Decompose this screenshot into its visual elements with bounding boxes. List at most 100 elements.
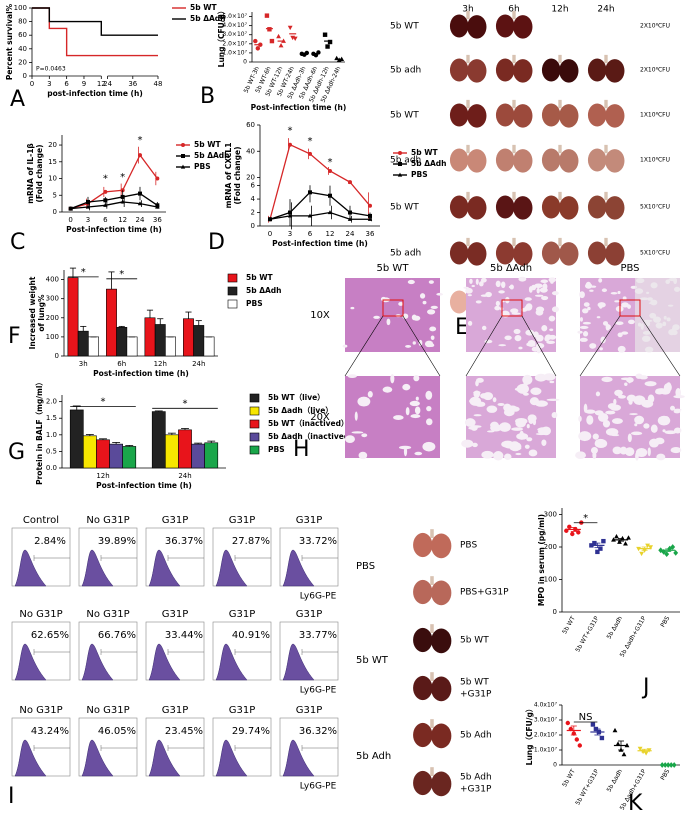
- alveolus: [610, 292, 618, 295]
- row-label: 10X: [310, 310, 330, 321]
- alveolus: [582, 308, 589, 314]
- alveolus: [344, 435, 355, 443]
- x-tick-label: 12h: [96, 472, 109, 480]
- marker: [138, 191, 142, 196]
- y-tick-label: 2.0x10⁷: [534, 732, 558, 739]
- y-tick-label: 1.0: [46, 431, 57, 439]
- alveolus: [492, 397, 497, 403]
- alveolus: [584, 409, 596, 414]
- alveolus: [644, 381, 657, 387]
- bar: [151, 411, 166, 469]
- y-axis-title: (Fold change): [233, 146, 242, 204]
- marker: [617, 539, 622, 544]
- x-tick-label: 6: [308, 230, 313, 238]
- lung-photo: [541, 144, 579, 173]
- alveolus: [497, 402, 505, 406]
- alveolus: [390, 374, 395, 384]
- alveolus: [551, 306, 559, 313]
- alveolus: [430, 335, 435, 341]
- marker: [615, 741, 621, 746]
- alveolus: [414, 451, 423, 456]
- row-label: 5b adh: [390, 249, 421, 259]
- alveolus: [628, 319, 635, 325]
- alveolus: [663, 383, 672, 392]
- marker: [398, 151, 402, 155]
- alveolus: [526, 437, 533, 442]
- lung-lobe: [431, 628, 452, 654]
- x-axis-title: post-infection time (h): [47, 89, 143, 98]
- x-tick-label: 9: [82, 80, 86, 88]
- marker: [287, 25, 293, 31]
- marker: [645, 543, 651, 549]
- alveolus: [475, 278, 479, 285]
- legend-label: 5b WT（live）: [268, 392, 325, 402]
- marker: [623, 541, 628, 546]
- lung-photo: [449, 144, 487, 173]
- alveolus: [500, 425, 505, 430]
- alveolus: [582, 331, 589, 337]
- lung-lobe: [449, 14, 469, 38]
- alveolus: [523, 382, 528, 387]
- lung-lobe: [413, 770, 433, 796]
- y-tick-label: 4: [251, 195, 256, 203]
- alveolus: [605, 428, 619, 436]
- gate-percent: 27.87%: [232, 536, 270, 547]
- marker: [86, 199, 90, 204]
- panel-letter: I: [8, 784, 15, 809]
- trachea: [604, 191, 608, 201]
- marker: [288, 142, 292, 147]
- lung-lobe: [449, 103, 469, 127]
- alveolus: [519, 430, 524, 440]
- trachea: [466, 144, 470, 154]
- alveolus: [354, 411, 358, 421]
- bar: [144, 317, 156, 357]
- alveolus: [524, 297, 532, 301]
- alveolus: [350, 306, 355, 310]
- alveolus: [436, 292, 444, 296]
- marker: [637, 746, 643, 752]
- alveolus: [501, 281, 506, 289]
- alveolus: [410, 414, 421, 419]
- x-tick-label: 3h: [79, 360, 88, 368]
- marker: [68, 206, 73, 211]
- marker: [103, 189, 108, 194]
- x-tick-label: 24: [103, 80, 112, 88]
- zoom-box: [619, 299, 641, 317]
- alveolus: [526, 423, 530, 429]
- x-tick-label: 12: [97, 80, 106, 88]
- alveolus: [551, 291, 559, 296]
- lung-lobe: [431, 771, 452, 797]
- row-label: PBS: [356, 561, 375, 572]
- histogram-title: G31P: [162, 705, 189, 716]
- trachea: [430, 529, 434, 538]
- series-line: [70, 201, 158, 210]
- marker: [267, 216, 273, 221]
- lung-lobe: [467, 196, 487, 220]
- alveolus: [509, 441, 522, 452]
- marker: [103, 198, 108, 203]
- x-tick-label: 5b Δadh: [606, 615, 625, 640]
- alveolus: [551, 411, 558, 419]
- alveolus: [511, 427, 524, 431]
- alveolus: [627, 433, 632, 443]
- panel-letter: J: [641, 675, 650, 700]
- annotation: P=0.0463: [36, 66, 66, 73]
- gate-percent: 46.05%: [98, 726, 136, 737]
- annotation: NS: [579, 712, 593, 723]
- legend-swatch: [227, 286, 238, 296]
- y-tick-label: 300: [46, 295, 59, 303]
- marker: [180, 164, 186, 169]
- alveolus: [525, 303, 533, 311]
- marker: [325, 44, 330, 49]
- alveolus: [524, 444, 530, 449]
- x-tick-label: 0: [30, 80, 34, 88]
- histology-image: [345, 278, 440, 352]
- legend-swatch: [249, 393, 260, 403]
- alveolus: [531, 346, 539, 352]
- lung-photo: [495, 144, 533, 173]
- alveolus: [541, 295, 549, 301]
- y-tick-label: 20: [18, 58, 27, 66]
- trachea: [604, 237, 608, 247]
- lung-lobe: [467, 149, 487, 173]
- marker: [155, 204, 160, 209]
